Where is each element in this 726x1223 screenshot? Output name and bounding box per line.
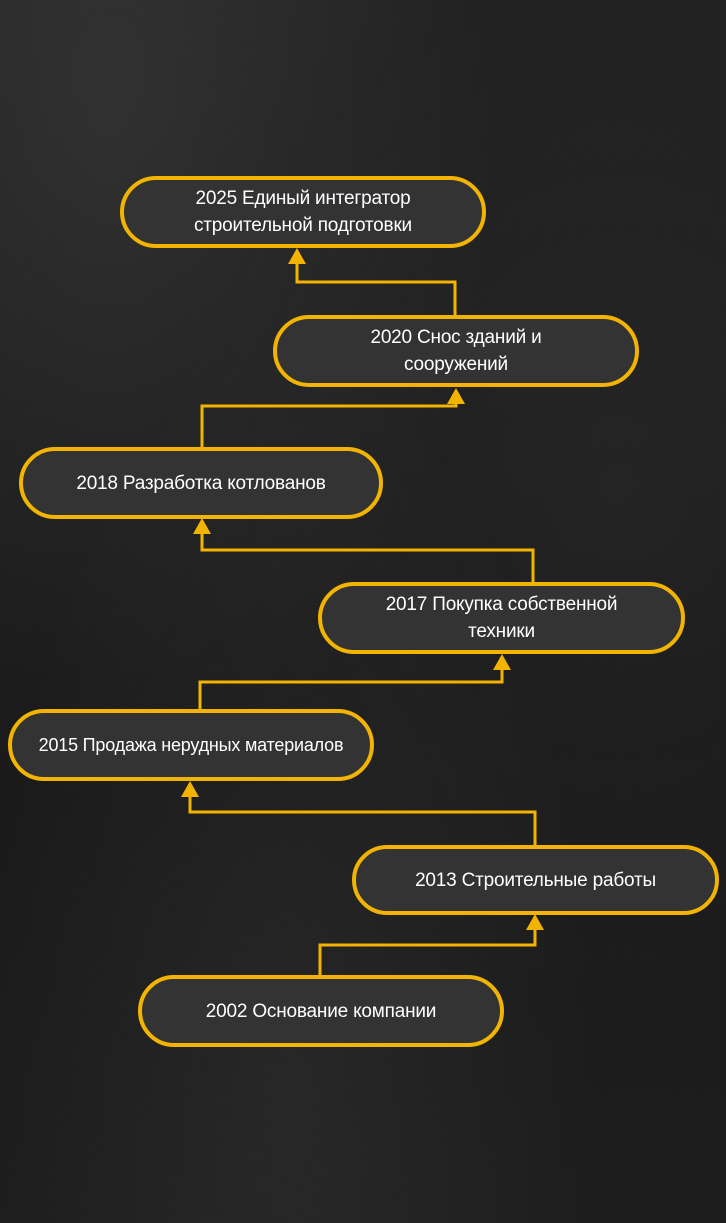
connector-2020-2025 bbox=[295, 264, 457, 315]
timeline-node-2017: 2017 Покупка собственной техники bbox=[318, 582, 685, 654]
connector-2018-2020 bbox=[200, 402, 458, 447]
connector-2015-2017 bbox=[198, 670, 504, 709]
connector-2002-2013 bbox=[318, 930, 537, 975]
connector-2017-2018 bbox=[200, 534, 535, 582]
arrow-2013-icon bbox=[526, 914, 544, 930]
arrow-2017-icon bbox=[493, 654, 511, 670]
timeline-node-2002: 2002 Основание компании bbox=[138, 975, 504, 1047]
timeline-node-2013: 2013 Строительные работы bbox=[352, 845, 719, 915]
timeline-node-2020: 2020 Снос зданий и сооружений bbox=[273, 315, 639, 387]
connector-2013-2015 bbox=[188, 797, 537, 845]
arrow-2025-icon bbox=[288, 248, 306, 264]
timeline-node-2018: 2018 Разработка котлованов bbox=[19, 447, 383, 519]
arrow-2020-icon bbox=[447, 388, 465, 404]
arrow-2015-icon bbox=[181, 781, 199, 797]
timeline-node-2025: 2025 Единый интегратор строительной подг… bbox=[120, 176, 486, 248]
timeline-node-2015: 2015 Продажа нерудных материалов bbox=[8, 709, 374, 781]
arrow-2018-icon bbox=[193, 518, 211, 534]
